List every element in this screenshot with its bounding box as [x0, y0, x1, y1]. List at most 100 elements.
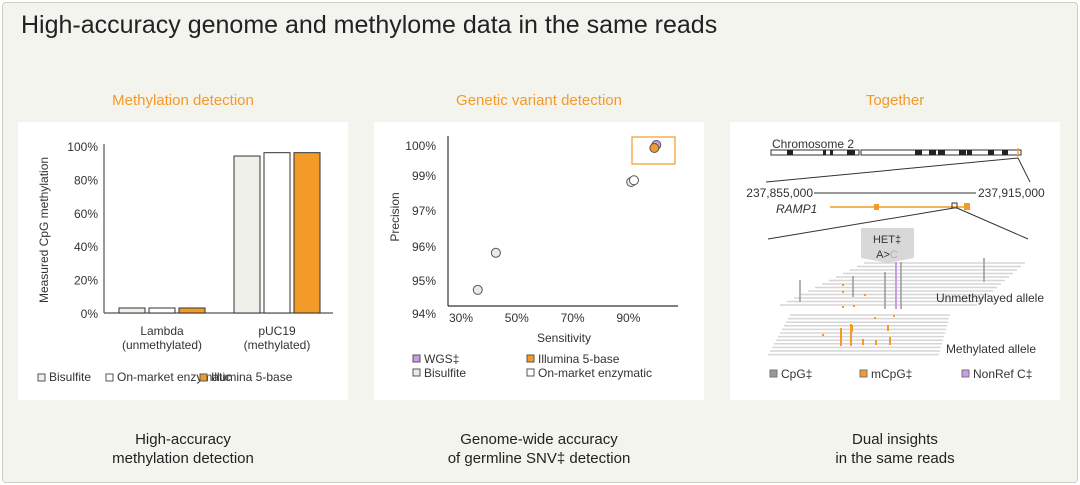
- x-axis-label: Sensitivity: [537, 331, 591, 345]
- highlight-box: [631, 136, 676, 165]
- y-tick-label: 20%: [74, 274, 98, 288]
- chromosome-band: [830, 150, 833, 155]
- bar-illumina-5-base: [178, 307, 206, 314]
- chromosome-band: [938, 150, 945, 155]
- mcpg-mark: [893, 315, 895, 317]
- mcpg-mark: [853, 305, 855, 307]
- legend-label: Illumina 5-base: [211, 370, 293, 384]
- variant-label: A>C: [876, 249, 898, 261]
- mcpg-mark: [842, 291, 844, 293]
- legend-label: On-market enzymatic: [538, 366, 652, 380]
- x-tick-label: 50%: [505, 311, 529, 325]
- caption-line: of germline SNV‡ detection: [447, 450, 631, 467]
- x-tick-label: 30%: [449, 311, 473, 325]
- methylated-allele-label: Methylated allele: [946, 342, 1036, 356]
- legend-swatch: [859, 369, 868, 378]
- legend-label: Bisulfite: [49, 370, 91, 384]
- chromosome-band: [959, 150, 966, 155]
- y-tick-label: 100%: [67, 140, 98, 154]
- unmethylated-allele-label: Unmethylayed allele: [936, 291, 1044, 305]
- start-coordinate: 237,855,000: [746, 186, 813, 200]
- y-axis-label: Measured CpG methylation: [37, 157, 51, 303]
- category-label: Lambda: [140, 324, 184, 338]
- section-title-together: Together: [865, 92, 925, 109]
- legend-swatch: [961, 369, 970, 378]
- point-bisulfite: [472, 284, 483, 295]
- legend-swatch: [412, 368, 421, 377]
- variant-panel: 94% 95% 96% 97% 99% 100% 30% 50% 70% 90% Sensitivi…: [374, 122, 704, 400]
- bar-illumina-5-base: [293, 152, 321, 314]
- legend-label: mCpG‡: [871, 367, 912, 381]
- y-tick-label: 96%: [412, 240, 436, 254]
- exon: [964, 203, 970, 210]
- y-tick-label: 40%: [74, 240, 98, 254]
- chromosome-band: [967, 150, 972, 155]
- y-tick-label: 100%: [405, 139, 436, 153]
- point-on-market-enzymatic: [628, 175, 639, 186]
- methylation-panel: 0% 20% 40% 60% 80% 100% Measured CpG methylati…: [18, 122, 348, 400]
- y-tick-label: 97%: [412, 204, 436, 218]
- section-title-variant: Genetic variant detection: [456, 92, 622, 109]
- caption-line: methylation detection: [112, 450, 254, 467]
- y-axis-label: Precision: [388, 192, 402, 241]
- caption-together: Dual insights in the same reads: [730, 430, 1060, 468]
- exon: [874, 204, 879, 210]
- legend-swatch: [769, 369, 778, 378]
- mcpg-mark: [842, 306, 844, 308]
- caption-line: in the same reads: [835, 450, 955, 467]
- legend-swatch: [105, 373, 114, 382]
- y-tick-label: 95%: [412, 274, 436, 288]
- y-tick-label: 60%: [74, 207, 98, 221]
- end-coordinate: 237,915,000: [978, 186, 1045, 200]
- mcpg-mark: [842, 284, 844, 286]
- legend-swatch: [412, 354, 421, 363]
- chromosome-band: [929, 150, 936, 155]
- legend-swatch: [526, 368, 535, 377]
- y-tick-label: 0%: [81, 307, 99, 321]
- section-title-methylation: Methylation detection: [112, 92, 254, 109]
- legend-label: CpG‡: [781, 367, 812, 381]
- bar-bisulfite: [233, 155, 261, 314]
- zoom-line: [765, 157, 1019, 183]
- chromosome-arm-p: [770, 149, 860, 156]
- y-tick-label: 94%: [412, 307, 436, 321]
- category-sublabel: (methylated): [244, 338, 311, 352]
- y-tick-label: 99%: [412, 169, 436, 183]
- chromosome-band: [787, 150, 793, 155]
- mcpg-mark: [874, 317, 876, 319]
- chromosome-band: [988, 150, 994, 155]
- chromosome-label: Chromosome 2: [772, 137, 854, 151]
- legend-label: NonRef C‡: [973, 367, 1032, 381]
- caption-variant: Genome-wide accuracy of germline SNV‡ det…: [374, 430, 704, 468]
- chromosome-band: [823, 150, 826, 155]
- caption-line: Dual insights: [852, 431, 938, 448]
- point-bisulfite: [490, 247, 501, 258]
- point-illumina-5-base: [649, 143, 660, 153]
- gene-label: RAMP1: [776, 202, 817, 216]
- legend-swatch: [199, 373, 208, 382]
- mcpg-mark: [822, 334, 824, 336]
- page-title: High-accuracy genome and methylome data …: [21, 11, 718, 39]
- zoom-line: [767, 207, 955, 240]
- legend-label: Illumina 5-base: [538, 352, 620, 366]
- mcpg-mark: [864, 294, 866, 296]
- bar-bisulfite: [118, 307, 146, 314]
- caption-line: Genome-wide accuracy: [460, 431, 618, 448]
- legend-label: WGS‡: [424, 352, 459, 366]
- chromosome-band: [847, 150, 855, 155]
- together-panel: Chromosome 2 237,855,000 237,915,000 RAMP1 H…: [730, 122, 1060, 400]
- zoom-line: [956, 207, 1029, 240]
- chromosome-band: [1002, 150, 1008, 155]
- legend-swatch: [526, 354, 535, 363]
- variant-locus-box: [951, 202, 958, 209]
- bar-on-market-enzymatic: [263, 152, 291, 314]
- zoom-line: [1017, 157, 1031, 183]
- y-tick-label: 80%: [74, 173, 98, 187]
- chromosome-band: [915, 150, 922, 155]
- bar-on-market-enzymatic: [148, 307, 176, 314]
- het-label: HET‡: [873, 234, 901, 246]
- category-sublabel: (unmethylated): [122, 338, 202, 352]
- x-tick-label: 70%: [561, 311, 585, 325]
- caption-line: High-accuracy: [135, 431, 231, 448]
- legend-label: Bisulfite: [424, 366, 466, 380]
